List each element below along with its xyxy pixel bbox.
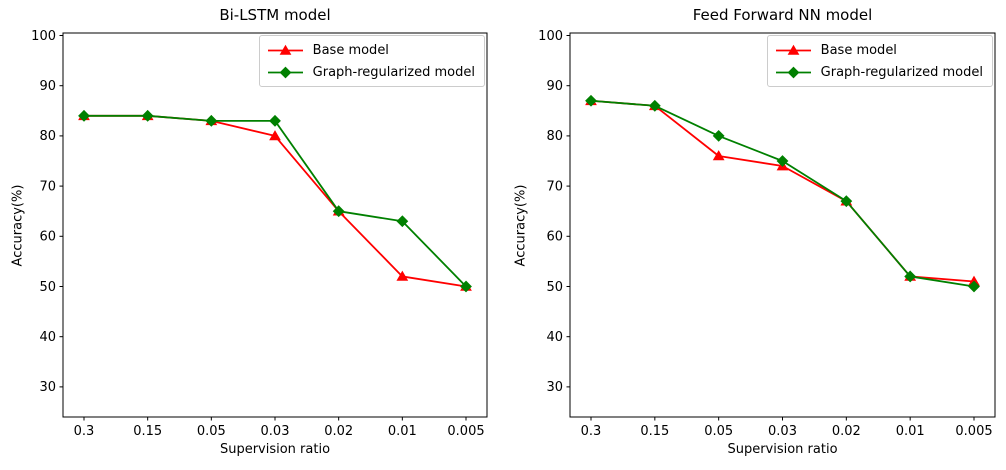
y-tick-label: 60	[546, 230, 563, 245]
marker-diamond	[460, 280, 472, 293]
marker-diamond	[141, 109, 154, 122]
marker-diamond	[205, 114, 218, 127]
y-tick-label: 80	[39, 129, 56, 144]
x-axis-label: Supervision ratio	[219, 442, 331, 457]
marker-diamond	[840, 195, 853, 208]
y-tick-label: 70	[39, 179, 56, 194]
x-tick-label: 0.03	[768, 424, 797, 439]
y-tick-label: 100	[31, 29, 56, 44]
legend-marker-diamond	[279, 66, 292, 78]
x-tick-label: 0.02	[324, 424, 353, 439]
legend-marker-triangle-up	[787, 44, 800, 55]
marker-diamond	[396, 215, 409, 228]
x-tick-label: 0.01	[388, 424, 417, 439]
y-tick-label: 50	[546, 280, 563, 295]
x-tick-label: 0.3	[74, 424, 95, 439]
axes-frame	[62, 32, 488, 418]
legend-item: Graph-regularized model	[267, 61, 475, 83]
y-tick-label: 50	[39, 280, 56, 295]
y-axis-label: Accuracy(%)	[10, 184, 26, 267]
x-tick-label: 0.15	[640, 424, 669, 439]
x-tick-label: 0.005	[447, 424, 484, 439]
chart-title: Feed Forward NN model	[692, 6, 873, 24]
y-tick-label: 40	[39, 330, 56, 345]
legend-triangle-up-icon	[267, 44, 303, 55]
x-axis-label: Supervision ratio	[727, 442, 838, 457]
y-tick-label: 30	[39, 380, 56, 395]
legend-diamond-icon	[775, 66, 811, 78]
series-line-graph-regularized-model	[590, 99, 975, 288]
chart-title: Bi-LSTM model	[219, 6, 331, 24]
x-tick-label: 0.03	[261, 424, 290, 439]
x-tick-label: 0.01	[896, 424, 925, 439]
marker-diamond	[776, 155, 789, 167]
legend: Base model Graph-regularized model	[258, 35, 485, 87]
series-line-base-model	[84, 114, 467, 288]
marker-diamond	[968, 280, 980, 293]
legend-marker-triangle-up	[279, 44, 292, 55]
y-tick-label: 70	[546, 179, 563, 194]
series-line-base-model	[590, 99, 975, 283]
marker-diamond	[712, 129, 725, 142]
legend-item: Graph-regularized model	[775, 61, 983, 83]
axes-frame	[569, 32, 996, 418]
x-tick-label: 0.15	[133, 424, 162, 439]
x-tick-label: 0.3	[581, 424, 602, 439]
y-tick-label: 90	[39, 79, 56, 94]
marker-triangle-up	[712, 150, 725, 161]
marker-triangle-up	[396, 270, 409, 281]
y-tick-label: 60	[39, 230, 56, 245]
legend-label: Graph-regularized model	[312, 64, 475, 80]
legend-marker-diamond	[787, 66, 800, 78]
series-line-graph-regularized-model	[84, 114, 467, 288]
legend-label: Base model	[312, 42, 389, 58]
y-tick-label: 80	[546, 129, 563, 144]
x-tick-label: 0.005	[955, 424, 992, 439]
marker-diamond	[332, 205, 345, 218]
y-tick-label: 100	[538, 29, 563, 44]
chart-bilstm: 30 40 50 60 70 80 90 100 0.3 0.15 0.05 0.03 0.02 0.01…	[10, 6, 488, 457]
plot-area: 30 40 50 60 70 80 90 100 0.3 0.15 0.05 0.03 0.02 0.01…	[538, 29, 996, 439]
marker-triangle-up	[269, 130, 281, 141]
legend-item: Base model	[775, 39, 983, 61]
marker-diamond	[78, 109, 90, 122]
x-tick-label: 0.05	[197, 424, 226, 439]
x-tick-label: 0.05	[704, 424, 733, 439]
legend-triangle-up-icon	[775, 44, 811, 55]
y-tick-label: 40	[546, 330, 563, 345]
marker-diamond	[648, 99, 661, 112]
marker-diamond	[585, 94, 597, 107]
legend-item: Base model	[267, 39, 475, 61]
y-axis-label: Accuracy(%)	[513, 184, 529, 267]
marker-diamond	[269, 114, 281, 127]
legend-label: Graph-regularized model	[820, 64, 983, 80]
chart-feedforward-nn: 30 40 50 60 70 80 90 100 0.3 0.15 0.05 0.03 0.02 0.01…	[503, 0, 1006, 470]
legend-label: Base model	[820, 42, 897, 58]
y-tick-label: 30	[546, 380, 563, 395]
legend-diamond-icon	[267, 66, 303, 78]
y-tick-label: 90	[546, 79, 563, 94]
plot-area: 30 40 50 60 70 80 90 100 0.3 0.15 0.05 0.03 0.02 0.01…	[31, 29, 488, 439]
legend: Base model Graph-regularized model	[766, 35, 993, 87]
x-tick-label: 0.02	[832, 424, 861, 439]
marker-diamond	[904, 270, 917, 283]
